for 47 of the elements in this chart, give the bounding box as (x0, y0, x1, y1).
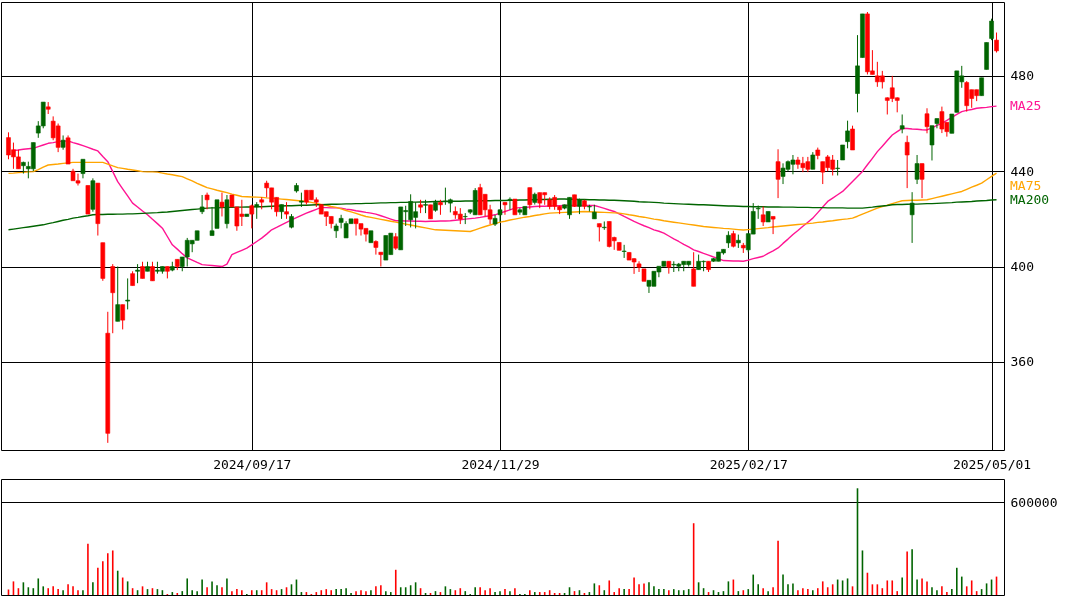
y-tick-label: 600000 (1010, 494, 1058, 510)
y-tick-label: 400 (1010, 259, 1034, 275)
y-tick-label: 360 (1010, 354, 1034, 370)
candlestick (135, 263, 140, 284)
x-tick-label: 2024/11/29 (461, 456, 540, 472)
candlestick (770, 215, 776, 235)
candlestick (949, 113, 955, 134)
candlestick (691, 251, 696, 287)
candlestick (219, 192, 225, 217)
candlestick (204, 192, 210, 210)
candlestick (373, 239, 379, 256)
candlestick (904, 135, 910, 189)
candlestick (115, 266, 121, 322)
candlestick (224, 194, 230, 229)
series-label: MA200 (1010, 191, 1050, 207)
candlestick (914, 154, 920, 185)
candlestick (60, 134, 66, 151)
candlestick (964, 80, 970, 113)
x-tick-label: 2025/02/17 (709, 456, 788, 472)
series-label: MA25 (1010, 98, 1042, 114)
candlestick (775, 148, 781, 199)
candlestick (80, 158, 86, 179)
candlestick (601, 220, 607, 231)
candlestick (671, 260, 677, 273)
candlestick (502, 201, 508, 216)
candlestick (125, 277, 130, 310)
candlestick (527, 187, 533, 210)
candlestick (939, 106, 945, 134)
x-tick-label: 2025/05/01 (952, 456, 1032, 472)
candlestick (850, 125, 855, 151)
candlestick (924, 107, 930, 134)
candlestick (919, 163, 925, 199)
x-tick-label: 2024/09/17 (213, 456, 292, 472)
candlestick (845, 120, 850, 149)
y-tick-label: 440 (1010, 163, 1034, 179)
series-label: MA75 (1010, 178, 1042, 194)
candlestick (120, 304, 125, 330)
candlestick (994, 32, 999, 54)
candlestick (755, 205, 761, 220)
candlestick (989, 18, 994, 41)
candlestick (795, 156, 801, 170)
candlestick (760, 205, 766, 227)
candlestick (621, 244, 627, 259)
candlestick (462, 212, 468, 225)
candlestick (150, 261, 155, 282)
y-tick-label: 480 (1010, 68, 1034, 84)
candlestick (899, 113, 905, 134)
